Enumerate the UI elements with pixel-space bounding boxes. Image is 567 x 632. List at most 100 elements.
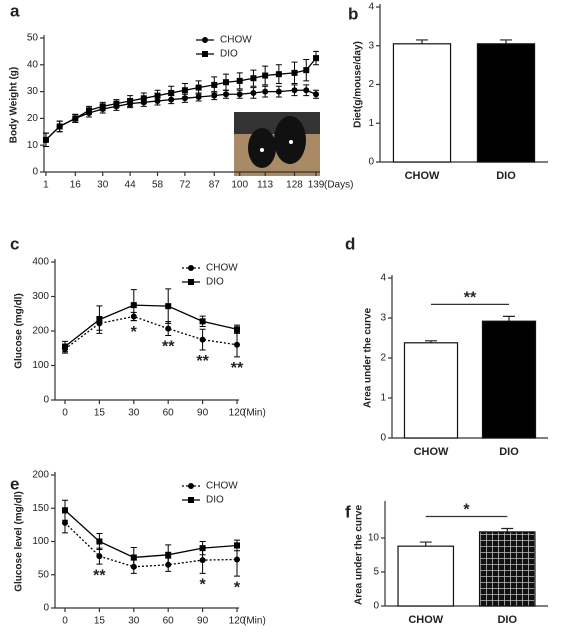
marker (62, 519, 68, 526)
significance-mark: * (234, 579, 241, 596)
x-tick-label: 58 (152, 180, 164, 191)
series-line (64, 522, 238, 568)
y-tick-label: 2 (380, 353, 386, 364)
marker (234, 556, 240, 563)
legend-marker (202, 51, 208, 57)
series-line (64, 509, 238, 559)
bar (397, 545, 455, 607)
x-tick-label: 30 (128, 408, 140, 419)
marker (86, 107, 93, 114)
marker (154, 92, 161, 99)
marker (195, 93, 202, 100)
y-tick-label: 1 (380, 393, 386, 404)
marker (275, 71, 282, 78)
marker (199, 545, 206, 552)
legend-marker (188, 483, 194, 489)
y-tick-label: 3 (380, 313, 386, 324)
marker (223, 79, 230, 86)
bar (392, 43, 452, 163)
significance-mark: * (131, 324, 138, 341)
y-axis-title: Area under the curve (363, 308, 374, 408)
series-line (64, 304, 238, 348)
legend-marker (188, 497, 194, 503)
marker (96, 553, 103, 560)
legend-label: CHOW (206, 481, 238, 492)
panel-label: d (345, 234, 355, 253)
y-tick-label: 300 (32, 291, 49, 302)
y-axis-title: Body Weight (g) (9, 67, 20, 143)
y-tick-label: 50 (27, 33, 39, 44)
panel-label: f (345, 502, 351, 521)
marker (199, 336, 206, 343)
x-axis-title: (Min) (243, 616, 266, 627)
x-tick-label: 100 (231, 180, 248, 191)
x-tick-label: 30 (128, 616, 140, 627)
marker (223, 91, 230, 98)
y-tick-label: 40 (27, 59, 39, 70)
marker (140, 95, 147, 102)
inset-photo (234, 112, 320, 176)
marker (234, 542, 240, 549)
y-tick-label: 10 (368, 533, 380, 544)
y-tick-label: 0 (373, 601, 379, 612)
y-tick-label: 20 (27, 113, 39, 124)
series-line (64, 315, 238, 350)
panel-label: e (10, 474, 19, 493)
y-axis-title: Diet(g/mouse/day) (353, 41, 364, 128)
marker (199, 557, 206, 564)
x-tick-label: DIO (497, 614, 517, 626)
legend-label: DIO (220, 49, 238, 60)
x-tick-label: 60 (163, 408, 175, 419)
y-tick-label: 50 (38, 569, 50, 580)
legend-marker (202, 37, 208, 43)
x-tick-label: 87 (209, 180, 221, 191)
y-tick-label: 0 (380, 433, 386, 444)
y-axis-title: Glucose level (mg/dl) (14, 491, 25, 592)
marker (96, 316, 103, 323)
bar (403, 342, 459, 439)
x-tick-label: CHOW (414, 446, 449, 458)
significance-mark: ** (93, 567, 106, 584)
error-bar (500, 39, 512, 44)
legend-label: CHOW (206, 263, 238, 274)
x-tick-label: 60 (163, 616, 175, 627)
legend-marker (188, 265, 194, 271)
marker (236, 91, 243, 98)
marker (42, 136, 49, 143)
marker (195, 84, 202, 91)
significance-mark: * (463, 502, 470, 519)
legend-marker (188, 279, 194, 285)
x-tick-label: 16 (70, 180, 82, 191)
marker (234, 341, 240, 348)
x-tick-label: 0 (62, 408, 68, 419)
bar (481, 320, 537, 439)
y-tick-label: 10 (27, 140, 39, 151)
y-tick-label: 4 (368, 2, 374, 13)
marker (303, 87, 310, 94)
marker (113, 100, 120, 107)
bar (476, 43, 536, 163)
significance-mark: ** (162, 339, 175, 356)
marker (262, 72, 269, 79)
x-tick-label: 15 (94, 616, 106, 627)
x-tick-label: 120 (229, 616, 246, 627)
marker (199, 318, 206, 325)
panel-label: b (348, 4, 358, 23)
marker (313, 91, 320, 98)
marker (96, 538, 103, 545)
y-axis-title: Area under the curve (354, 505, 365, 605)
marker (72, 115, 79, 122)
y-tick-label: 0 (32, 167, 38, 178)
marker (168, 89, 175, 96)
error-bar (416, 39, 428, 44)
x-tick-label: 0 (62, 616, 68, 627)
y-tick-label: 150 (32, 503, 49, 514)
marker (313, 55, 320, 62)
marker (165, 551, 172, 558)
marker (99, 103, 106, 110)
marker (211, 92, 218, 99)
y-tick-label: 4 (380, 273, 386, 284)
x-tick-label: DIO (496, 170, 516, 182)
x-axis-title: (Days) (324, 180, 353, 191)
